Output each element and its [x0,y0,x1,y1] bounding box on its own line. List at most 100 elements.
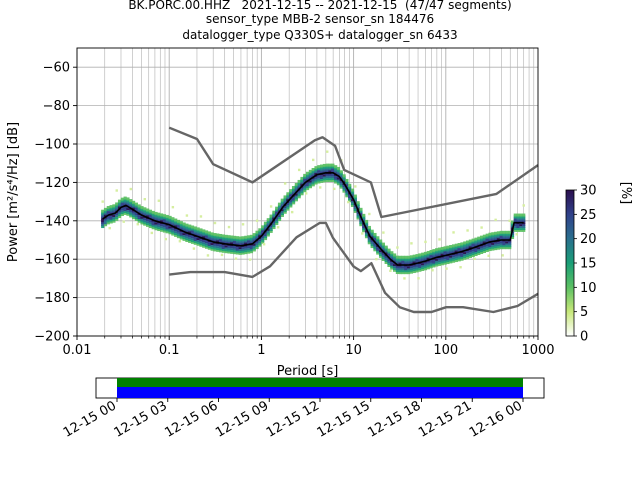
density-cell [418,259,422,263]
density-cell [457,254,461,258]
density-cell [300,180,304,184]
density-cell [162,214,167,218]
density-cell [108,226,111,230]
density-cell [168,219,172,223]
density-cell [291,191,296,195]
density-cell [401,267,405,271]
density-cell [370,229,374,233]
density-cell [129,200,133,204]
density-cell [339,176,343,180]
density-cell [460,251,464,255]
density-cell [261,234,265,238]
density-cell [314,175,318,179]
density-cell [162,229,167,233]
density-cell [515,233,518,236]
density-cell [505,232,509,236]
density-cell [255,240,259,244]
density-cell [384,247,388,251]
density-cell [199,239,203,243]
density-cell [305,175,310,179]
density-cell [272,220,276,224]
density-cell [342,189,346,193]
density-cell [463,256,467,260]
density-cell [505,236,509,240]
density-cell [134,202,138,206]
density-cell [325,177,329,181]
density-cell [516,226,520,230]
density-cell [162,216,167,220]
density-cell [188,226,192,230]
density-cell [249,234,254,238]
density-cell [513,213,517,217]
density-cell [148,223,153,227]
density-cell [101,219,105,223]
density-cell [261,229,265,233]
density-cell [238,238,242,242]
density-cell [474,241,478,245]
density-cell [471,242,475,246]
density-cell [468,254,472,258]
density-cell [106,207,110,211]
density-cell [333,187,336,191]
density-cell [373,248,377,252]
density-cell [202,242,206,246]
density-cell [227,246,231,250]
density-cell [160,215,164,219]
density-cell [410,242,413,245]
density-cell [140,206,144,210]
density-cell [233,249,237,253]
density-cell [303,173,307,177]
density-cell [176,221,181,225]
density-cell [412,268,416,272]
density-cell [247,241,251,245]
density-cell [314,166,318,170]
density-cell [120,201,124,205]
density-cell [137,206,141,210]
density-cell [294,194,298,198]
density-cell [348,197,352,201]
density-cell [342,185,346,189]
density-cell [230,250,234,254]
density-cell [429,255,433,259]
density-cell [415,265,419,269]
density-cell [463,247,467,251]
density-cell [154,223,158,227]
density-cell [188,234,192,238]
density-cell [522,228,526,232]
density-cell [426,252,430,256]
density-cell [359,219,363,223]
density-cell [249,250,254,254]
density-cell [396,246,399,249]
lower-noise-model-line [169,221,539,314]
density-cell [171,205,175,209]
density-cell [297,193,301,197]
colorbar-tick-label: 5 [580,305,588,320]
density-cell [378,254,383,258]
density-cell [508,230,512,234]
density-cell [224,240,228,244]
density-cell [317,180,321,184]
density-cell [286,201,290,205]
density-cell [193,228,197,232]
density-cell [213,246,217,250]
density-cell [418,257,422,261]
density-cell [454,255,458,259]
density-cell [126,207,130,211]
density-cell [261,225,265,229]
density-cell [435,263,439,267]
density-cell [291,187,296,191]
density-cell [361,232,364,235]
density-cell [336,176,341,180]
density-cell [269,228,273,232]
timeline-tick-label: 12-15 09 [213,398,271,440]
density-cell [297,189,301,193]
density-cell [216,237,220,241]
density-cell [165,216,169,220]
density-cell [227,235,231,239]
density-cell [106,211,110,215]
density-cell [272,214,276,218]
density-cell [168,215,172,219]
density-cell [457,246,461,250]
timeline-tick-label: 12-15 00 [61,398,119,440]
